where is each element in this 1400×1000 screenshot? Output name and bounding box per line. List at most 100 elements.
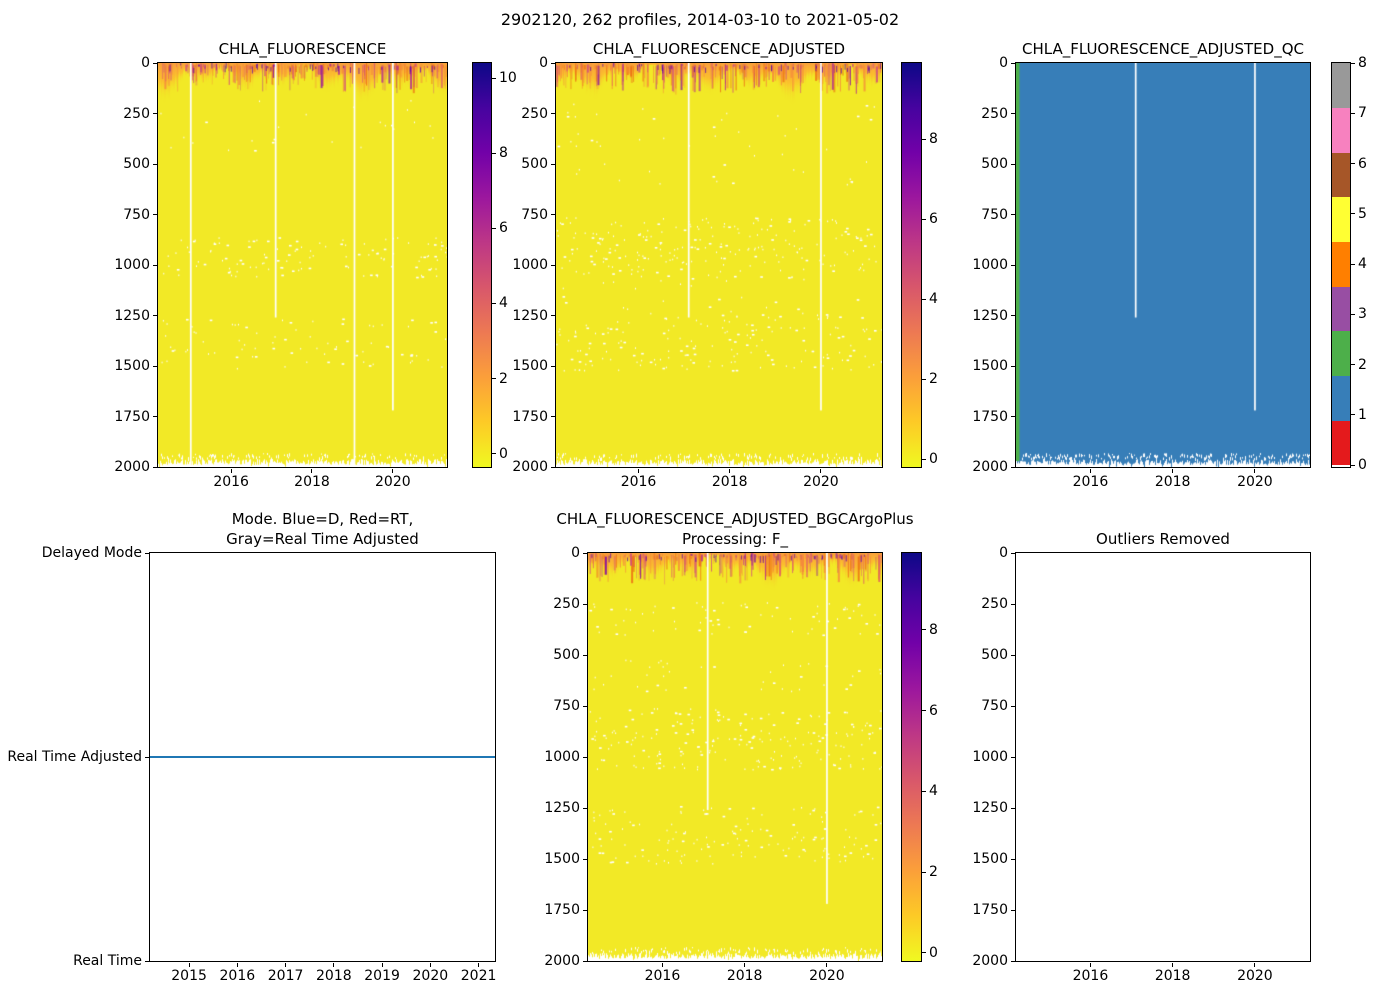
y-tick-mark <box>551 214 555 215</box>
heatmap-canvas <box>588 553 882 961</box>
y-tick-label: 500 <box>981 647 1008 663</box>
colorbar-tick-mark <box>1351 464 1355 466</box>
colorbar-tick-label: 4 <box>1358 256 1367 272</box>
y-tick-label: 1500 <box>114 358 150 374</box>
y-tick-mark <box>1011 62 1015 64</box>
panel-title-line: CHLA_FLUORESCENCE <box>218 39 387 58</box>
y-tick-mark <box>1011 807 1015 809</box>
y-tick-mark <box>1011 113 1015 114</box>
y-tick-mark <box>551 416 555 417</box>
y-tick-mark <box>583 909 587 911</box>
panel-title: Outliers Removed <box>1096 530 1230 550</box>
y-tick-label: 500 <box>521 156 548 172</box>
colorbar-chla-fluorescence: 0 2 4 6 8 10 <box>472 62 517 468</box>
x-tick-mark <box>638 469 640 473</box>
y-tick-mark <box>583 858 587 860</box>
colorbar-tick-mark <box>922 871 926 873</box>
y-tick-mark <box>153 113 157 114</box>
panel-chla-bgcargoplus: CHLA_FLUORESCENCE_ADJUSTED_BGCArgoPlus P… <box>544 510 913 984</box>
y-tick-mark <box>551 163 555 165</box>
colorbar-tick-mark <box>492 152 496 154</box>
y-tick-mark <box>1011 858 1015 860</box>
x-tick-mark <box>661 963 663 967</box>
y-tick-label: 500 <box>123 156 150 172</box>
x-tick-label: 2020 <box>1237 968 1273 984</box>
colorbar-tick-label: 10 <box>499 70 517 87</box>
x-tick-label: 2018 <box>316 968 352 984</box>
y-tick-mark <box>583 603 587 605</box>
y-tick-mark <box>551 365 555 367</box>
colorbar-tick-label: 2 <box>929 371 938 387</box>
y-tick-label: 1750 <box>972 408 1008 425</box>
y-tick-label: 500 <box>553 647 580 663</box>
colorbar-tick-label: 0 <box>1358 457 1367 473</box>
colorbar-segment <box>1332 63 1350 109</box>
y-tick-label: 0 <box>539 55 548 71</box>
y-tick-mark <box>583 654 587 656</box>
y-tick-mark <box>153 214 157 215</box>
colorbar-tick-label: 5 <box>1358 205 1367 222</box>
y-tick-mark <box>551 466 555 468</box>
y-tick-label: 2000 <box>972 459 1008 475</box>
colorbar-tick-label: 6 <box>1358 155 1367 172</box>
x-tick-mark <box>1089 963 1091 967</box>
colorbar-tick-mark <box>922 629 926 631</box>
x-tick-mark <box>381 963 383 967</box>
y-tick-mark <box>153 416 157 417</box>
x-tick-label: 2019 <box>364 968 400 984</box>
colorbar-tick-label: 1 <box>1358 406 1367 423</box>
panel-chla-fluorescence: CHLA_FLUORESCENCE 0 250 500 750 1000 1250 1500… <box>114 40 448 490</box>
y-tick-label: 1750 <box>972 902 1008 918</box>
x-tick-label: 2016 <box>644 968 681 984</box>
y-tick-label: 1750 <box>512 408 548 425</box>
colorbar-tick-mark <box>492 453 496 455</box>
x-tick-label: 2016 <box>1072 968 1109 984</box>
y-tick-mark <box>583 756 587 758</box>
x-tick-mark <box>311 469 313 473</box>
colorbar-segment <box>1332 107 1350 153</box>
y-tick-label: 1500 <box>972 358 1008 374</box>
colorbar-segment <box>1332 420 1350 466</box>
y-tick-label: 0 <box>999 55 1008 71</box>
x-tick-label: 2018 <box>294 474 330 490</box>
colorbar-tick-mark <box>922 952 926 954</box>
x-tick-label: 2015 <box>171 968 207 984</box>
y-tick-label: 750 <box>981 698 1008 714</box>
colorbar-tick-mark <box>1351 112 1355 114</box>
panel-title: CHLA_FLUORESCENCE_ADJUSTED_BGCArgoPlus P… <box>556 510 913 549</box>
y-tick-mark <box>1011 416 1015 417</box>
y-tick-mark <box>1011 365 1015 367</box>
x-tick-label: 2016 <box>1072 474 1109 490</box>
x-tick-label: 2020 <box>412 968 449 984</box>
y-tick-mark <box>551 113 555 114</box>
y-tick-mark <box>1011 603 1015 605</box>
figure-title: 2902120, 262 profiles, 2014-03-10 to 202… <box>500 10 900 29</box>
colorbar-tick-mark <box>922 138 926 140</box>
y-tick-mark <box>551 315 555 316</box>
x-tick-mark <box>1172 963 1174 967</box>
colorbar-segment <box>1332 152 1350 198</box>
x-tick-label: 2020 <box>803 474 839 490</box>
y-tick-mark <box>153 315 157 316</box>
y-tick-mark <box>153 365 157 367</box>
colorbar-tick-mark <box>922 790 926 792</box>
colorbar-tick-mark <box>492 378 496 380</box>
y-tick-mark <box>153 466 157 468</box>
y-tick-label: 1750 <box>544 902 580 918</box>
y-tick-mark <box>583 705 587 707</box>
colorbar-tick-label: 6 <box>929 211 938 227</box>
y-tick-mark <box>1011 214 1015 215</box>
y-tick-mark <box>1011 756 1015 758</box>
colorbar-tick-label: 6 <box>499 220 508 237</box>
panel-title-line: CHLA_FLUORESCENCE_ADJUSTED_QC <box>1022 39 1304 58</box>
x-tick-mark <box>1089 469 1091 473</box>
panel-title-line: Processing: F_ <box>681 529 789 548</box>
colorbar-tick-label: 2 <box>1358 356 1367 373</box>
y-tick-label: 0 <box>571 545 580 561</box>
x-tick-mark <box>478 963 480 967</box>
heatmap-canvas <box>158 63 447 467</box>
colorbar-tick-label: 3 <box>1358 306 1367 323</box>
x-tick-label: 2020 <box>375 474 411 490</box>
y-tick-label: 1500 <box>544 851 580 867</box>
